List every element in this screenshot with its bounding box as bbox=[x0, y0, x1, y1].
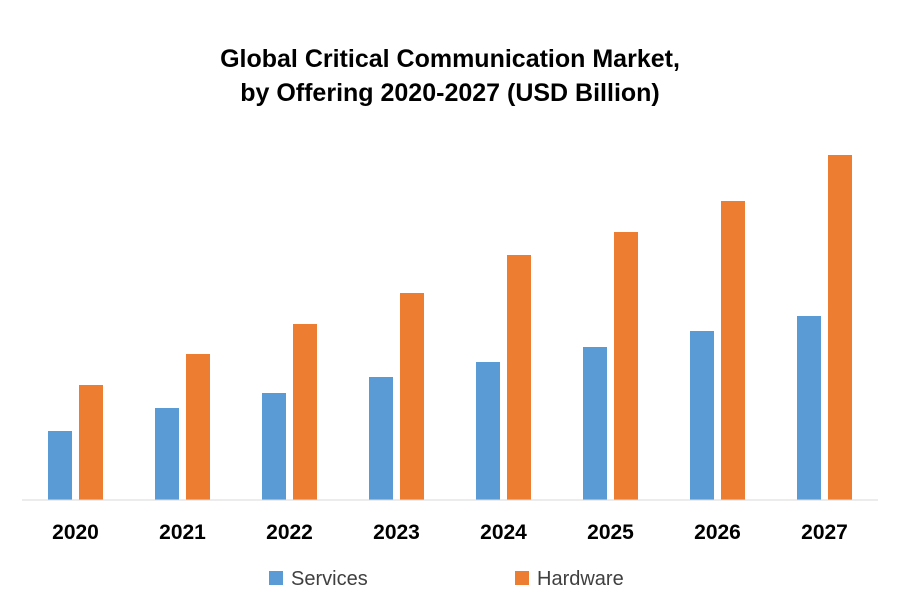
bar-hardware-2026 bbox=[721, 201, 745, 500]
bar-services-2021 bbox=[155, 408, 179, 500]
bar-services-2026 bbox=[690, 331, 714, 500]
x-tick-label: 2020 bbox=[52, 521, 99, 544]
bar-hardware-2021 bbox=[186, 354, 210, 500]
x-tick-label: 2022 bbox=[266, 521, 313, 544]
bar-hardware-2024 bbox=[507, 255, 531, 500]
x-tick-label: 2027 bbox=[801, 521, 848, 544]
bar-services-2020 bbox=[48, 431, 72, 500]
bar-hardware-2023 bbox=[400, 293, 424, 500]
x-tick-label: 2021 bbox=[159, 521, 206, 544]
legend-swatch-hardware bbox=[515, 571, 529, 585]
legend-label-services: Services bbox=[291, 568, 368, 590]
bar-hardware-2025 bbox=[614, 232, 638, 500]
chart-title-line-1: Global Critical Communication Market, bbox=[220, 45, 680, 73]
legend: Services Hardware bbox=[269, 568, 624, 590]
bar-services-2022 bbox=[262, 393, 286, 500]
bar-services-2024 bbox=[476, 362, 500, 500]
x-tick-label: 2023 bbox=[373, 521, 420, 544]
bar-hardware-2020 bbox=[79, 385, 103, 500]
bars-group bbox=[48, 155, 852, 500]
bar-hardware-2022 bbox=[293, 324, 317, 500]
bar-services-2025 bbox=[583, 347, 607, 500]
bar-hardware-2027 bbox=[828, 155, 852, 500]
legend-label-hardware: Hardware bbox=[537, 568, 624, 590]
x-tick-labels: 2020 2021 2022 2023 2024 2025 2026 2027 bbox=[52, 521, 848, 544]
chart-title-line-2: by Offering 2020-2027 (USD Billion) bbox=[240, 79, 660, 107]
x-tick-label: 2026 bbox=[694, 521, 741, 544]
x-tick-label: 2024 bbox=[480, 521, 527, 544]
legend-swatch-services bbox=[269, 571, 283, 585]
x-tick-label: 2025 bbox=[587, 521, 634, 544]
bar-services-2027 bbox=[797, 316, 821, 500]
bar-services-2023 bbox=[369, 377, 393, 500]
chart-title: Global Critical Communication Market, by… bbox=[0, 42, 900, 110]
